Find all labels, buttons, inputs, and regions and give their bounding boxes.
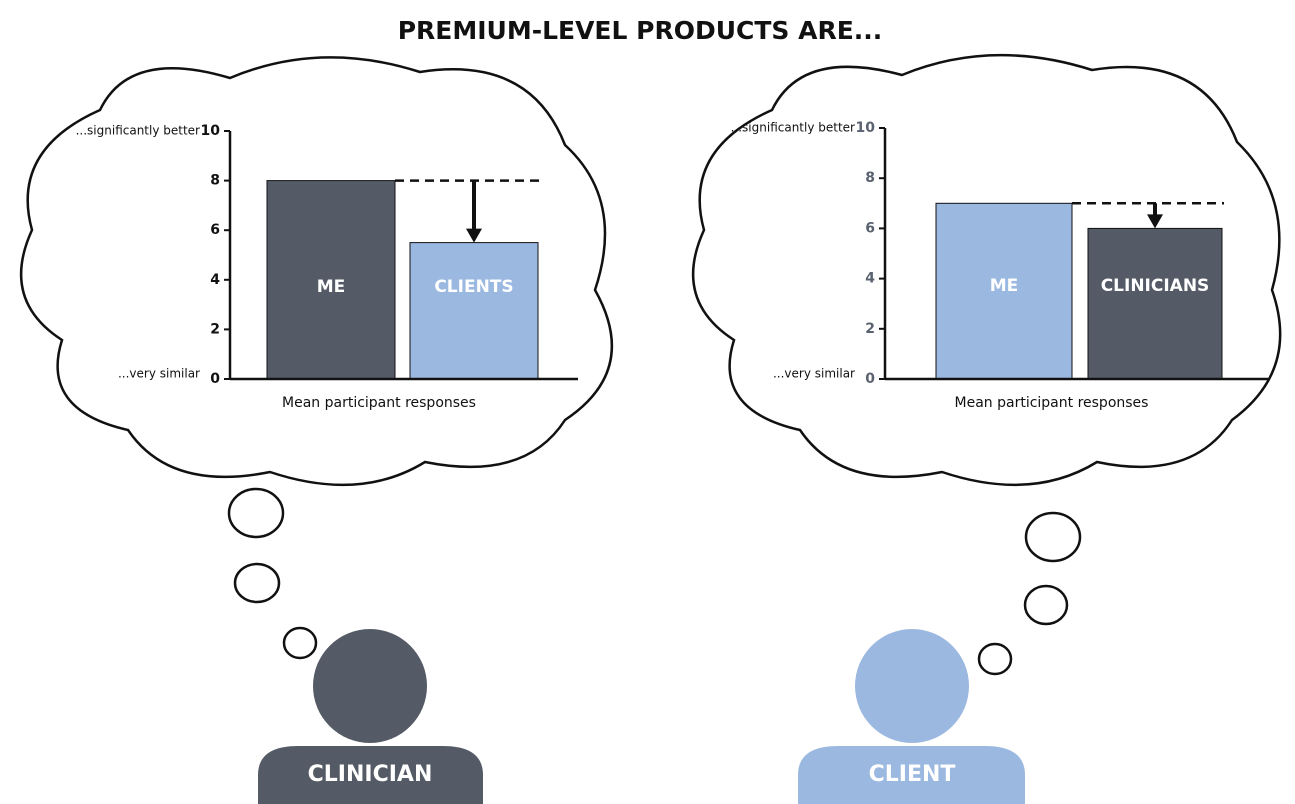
bar-label: CLINICIANS	[1101, 276, 1210, 296]
annotation: ...significantly better	[76, 124, 200, 138]
bar-label: ME	[990, 276, 1019, 296]
page-title: PREMIUM-LEVEL PRODUCTS ARE...	[398, 16, 883, 45]
thought-bubble	[233, 562, 281, 604]
thought-bubble	[282, 626, 318, 660]
arrow-head	[1147, 214, 1163, 229]
person-label: CLINICIAN	[308, 762, 433, 787]
thought-bubble	[1023, 584, 1069, 626]
y-tick-label: 10	[856, 120, 876, 136]
bar-label: CLIENTS	[434, 277, 513, 297]
y-tick-label: 2	[210, 321, 220, 337]
thought-bubble	[1024, 511, 1082, 563]
y-tick-label: 10	[201, 123, 221, 139]
x-axis-label: Mean participant responses	[282, 395, 476, 411]
y-tick-label: 8	[865, 170, 875, 186]
y-tick-label: 4	[865, 271, 875, 287]
y-tick-label: 4	[210, 272, 220, 288]
annotation: ...very similar	[773, 367, 855, 381]
annotation: ...very similar	[118, 367, 200, 381]
person-head	[313, 629, 427, 743]
x-axis-label: Mean participant responses	[955, 395, 1149, 411]
bar	[266, 180, 396, 380]
bar	[935, 202, 1073, 380]
thought-bubble	[977, 642, 1013, 676]
y-tick-label: 6	[210, 222, 220, 238]
arrow-head	[466, 228, 482, 243]
y-tick-label: 2	[865, 321, 875, 337]
y-tick-label: 6	[865, 220, 875, 236]
person-label: CLIENT	[869, 762, 956, 787]
person-body	[258, 746, 483, 804]
annotation: ...significantly better	[731, 121, 855, 135]
thought-bubble	[227, 487, 285, 539]
y-tick-label: 8	[210, 173, 220, 189]
person-body	[798, 746, 1025, 804]
bar	[409, 242, 539, 380]
person-head	[855, 629, 969, 743]
y-tick-label: 0	[865, 371, 875, 387]
y-tick-label: 0	[210, 371, 220, 387]
bar-label: ME	[317, 277, 346, 297]
bar	[1087, 227, 1223, 380]
